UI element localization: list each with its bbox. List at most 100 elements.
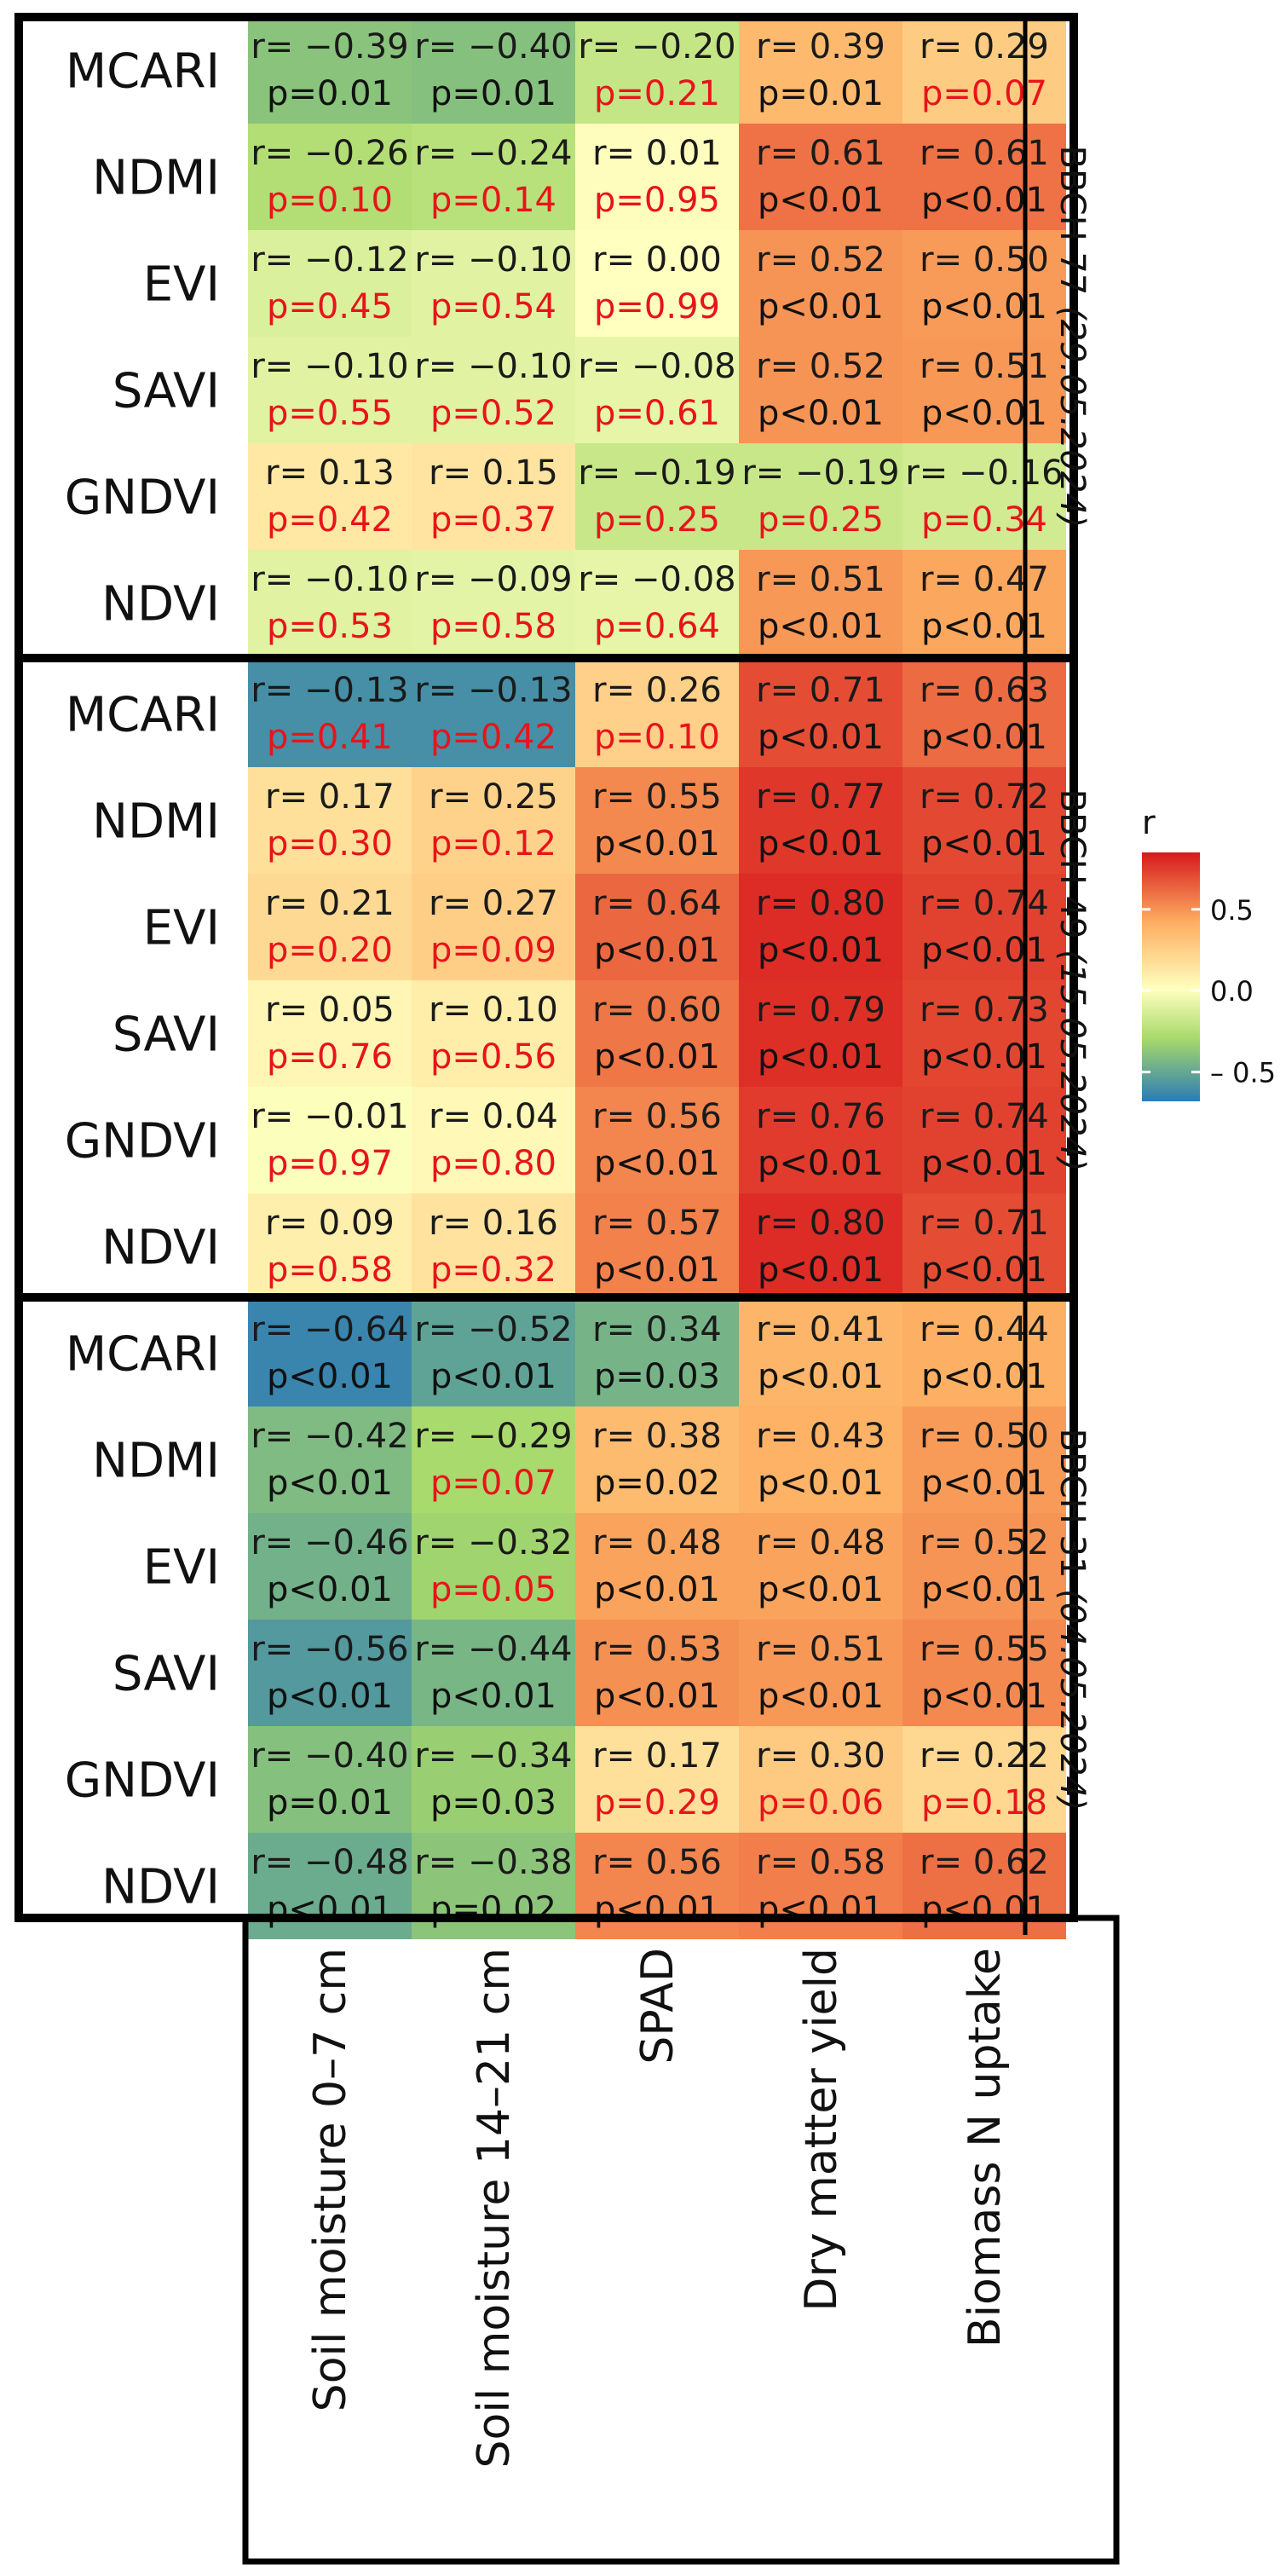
heatmap-cell (575, 980, 739, 1087)
cell-r-label: r= 0.00 (592, 240, 722, 280)
cell-p-label: p<0.01 (921, 1890, 1047, 1929)
cell-p-label: p=0.01 (758, 74, 884, 113)
cell-r-label: r= −0.56 (251, 1630, 408, 1669)
heatmap-cell (739, 337, 902, 443)
cell-p-label: p<0.01 (758, 824, 884, 863)
cell-p-label: p=0.58 (430, 607, 556, 646)
row-label-ndmi: NDMI (92, 1434, 220, 1489)
cell-r-label: r= 0.30 (756, 1736, 885, 1776)
heatmap-cell (248, 767, 412, 874)
heatmap-cell (739, 1726, 902, 1833)
cell-p-label: p<0.01 (594, 1677, 720, 1716)
cell-p-label: p=0.01 (267, 74, 393, 113)
cell-r-label: r= 0.61 (920, 134, 1049, 173)
cell-r-label: r= −0.44 (414, 1630, 572, 1669)
heatmap-cell (412, 1726, 575, 1833)
cell-p-label: p=0.64 (594, 607, 720, 646)
cell-p-label: p<0.01 (921, 931, 1047, 970)
cell-r-label: r= 0.52 (920, 1523, 1049, 1562)
panel-bbch-31: r= −0.64 p<0.01 r= −0.52 p<0.01 r= 0.34 p=0.0… (248, 1300, 1066, 1939)
cell-r-label: r= 0.17 (265, 777, 395, 817)
cell-r-label: r= 0.73 (920, 991, 1049, 1030)
cell-p-label: p=0.58 (267, 1250, 393, 1290)
cell-p-label: p=0.80 (430, 1144, 556, 1183)
cell-r-label: r= 0.50 (920, 240, 1049, 280)
heatmap-layer: r= −0.39 p=0.01 r= −0.40 p=0.01 r= −0.20 p=0.… (248, 17, 1066, 1939)
frame-layer (14, 13, 1120, 2565)
stage-date: (29.05.2024) (1052, 306, 1092, 528)
cell-r-label: r= −0.48 (251, 1843, 408, 1882)
cell-r-label: r= 0.16 (429, 1204, 558, 1243)
cell-p-label: p<0.01 (594, 1144, 720, 1183)
cell-p-label: p=0.99 (594, 287, 720, 326)
cell-r-label: r= 0.72 (920, 777, 1049, 817)
cell-r-label: r= −0.40 (251, 1736, 408, 1776)
cell-r-label: r= 0.26 (592, 671, 722, 710)
heatmap-cell (412, 124, 575, 230)
cell-r-label: r= 0.50 (920, 1417, 1049, 1456)
cell-p-label: p=0.97 (267, 1144, 393, 1183)
cell-r-label: r= −0.40 (414, 27, 572, 66)
heatmap-cell (575, 230, 739, 337)
cell-p-label: p<0.01 (758, 607, 884, 646)
column-label-box (242, 1915, 1120, 2565)
heatmap-cell (902, 1513, 1066, 1620)
cell-r-label: r= −0.10 (251, 347, 408, 386)
cell-p-label: p=0.53 (267, 607, 393, 646)
cell-r-label: r= 0.21 (265, 884, 395, 923)
heatmap-cell (739, 1193, 902, 1300)
cell-p-label: p<0.01 (758, 718, 884, 757)
heatmap-cell (575, 124, 739, 230)
heatmap-cell (575, 874, 739, 980)
cell-p-label: p=0.21 (594, 74, 720, 113)
cell-r-label: r= 0.71 (920, 1204, 1049, 1243)
cell-r-label: r= −0.08 (578, 347, 735, 386)
stage-label: BBCH 49 (15.05.2024) (1052, 789, 1092, 1172)
cell-p-label: p=0.95 (594, 181, 720, 220)
cell-r-label: r= 0.56 (592, 1097, 722, 1136)
heatmap-cell (739, 230, 902, 337)
cell-p-label: p<0.01 (267, 1677, 393, 1716)
legend: r 0.5 0.0 – 0.5 (1142, 804, 1276, 1101)
cell-p-label: p<0.01 (758, 1250, 884, 1290)
cell-r-label: r= 0.52 (756, 347, 885, 386)
cell-r-label: r= 0.80 (756, 884, 885, 923)
heatmap-cell (739, 980, 902, 1087)
heatmap-cell (902, 124, 1066, 230)
heatmap-cell (739, 661, 902, 767)
cell-r-label: r= −0.26 (251, 134, 408, 173)
cell-r-label: r= −0.64 (251, 1310, 408, 1349)
cell-r-label: r= −0.29 (414, 1417, 572, 1456)
cell-p-label: p<0.01 (267, 1890, 393, 1929)
stage-label: BBCH 31 (04.05.2024) (1052, 1429, 1092, 1811)
heatmap-cell (412, 767, 575, 874)
row-label-mcari: MCARI (66, 44, 220, 100)
heatmap-cell (902, 443, 1066, 550)
cell-r-label: r= −0.42 (251, 1417, 408, 1456)
heatmap-cell (575, 1726, 739, 1833)
heatmap-cell (739, 1406, 902, 1513)
cell-p-label: p=0.61 (594, 394, 720, 433)
row-label-ndmi: NDMI (92, 794, 220, 850)
cell-r-label: r= 0.39 (756, 27, 885, 66)
column-label: SPAD (632, 1948, 683, 2065)
heatmap-cell (248, 874, 412, 980)
cell-p-label: p=0.45 (267, 287, 393, 326)
cell-r-label: r= −0.34 (414, 1736, 572, 1776)
heatmap-cell (412, 443, 575, 550)
column-label: Soil moisture 14–21 cm (469, 1948, 520, 2468)
cell-r-label: r= 0.13 (265, 453, 395, 493)
heatmap-cell (248, 124, 412, 230)
heatmap-cell (248, 1620, 412, 1726)
stage-date: (04.05.2024) (1052, 1589, 1092, 1811)
heatmap-cell (412, 1620, 575, 1726)
cell-p-label: p=0.25 (594, 500, 720, 540)
cell-p-label: p<0.01 (921, 394, 1047, 433)
cell-p-label: p<0.01 (758, 1144, 884, 1183)
stage-code: BBCH 49 (1052, 789, 1092, 950)
cell-p-label: p<0.01 (921, 607, 1047, 646)
cell-p-label: p=0.52 (430, 394, 556, 433)
cell-p-label: p<0.01 (921, 1250, 1047, 1290)
heatmap-cell (739, 1300, 902, 1406)
cell-p-label: p=0.18 (921, 1783, 1047, 1822)
